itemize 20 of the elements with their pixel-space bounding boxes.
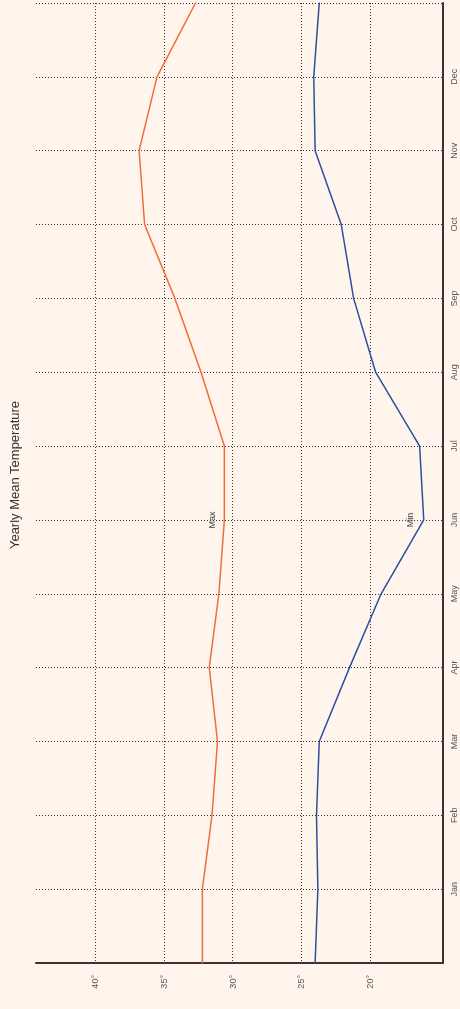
y-tick-label: Mar xyxy=(448,733,459,750)
y-tick-label: Jun xyxy=(448,512,459,528)
y-tick-label: Sep xyxy=(448,290,459,307)
y-tick-label: Nov xyxy=(448,142,459,159)
y-tick-label: May xyxy=(448,584,459,603)
x-tick-label: 30° xyxy=(227,974,238,989)
x-tick-label: 20° xyxy=(365,974,376,989)
text: Yearly Mean Temperature xyxy=(6,400,22,550)
y-tick-label: Jul xyxy=(448,440,459,452)
x-tick-label: 25° xyxy=(296,974,307,989)
y-tick-label: Oct xyxy=(448,217,459,232)
y-tick-label: Dec xyxy=(448,68,459,85)
y-tick-label: Jan xyxy=(448,881,459,897)
y-tick-label: Apr xyxy=(448,660,459,675)
annotation: Min xyxy=(404,512,415,528)
y-tick-label: Aug xyxy=(448,364,459,381)
x-tick-label: 35° xyxy=(158,974,169,989)
y-tick-label: Feb xyxy=(448,807,459,824)
annotation: Max xyxy=(207,510,218,529)
x-tick-label: 40° xyxy=(90,974,101,989)
